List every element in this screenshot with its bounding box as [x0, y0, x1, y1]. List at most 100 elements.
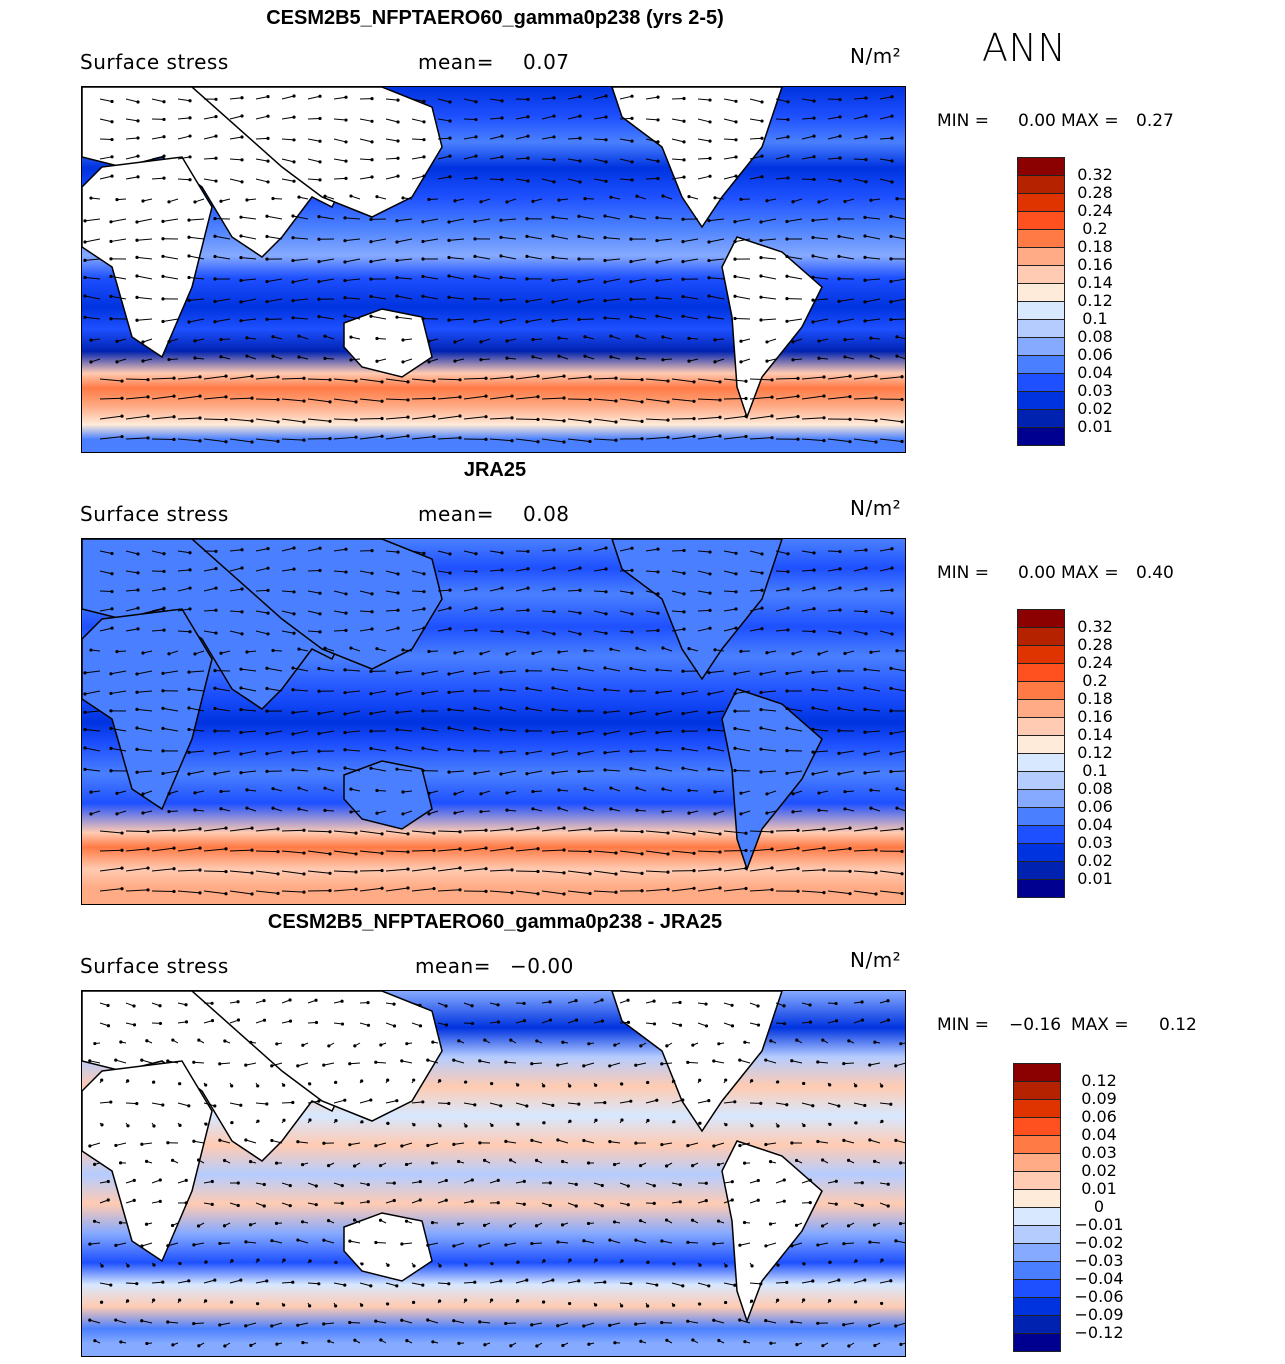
arrow-head-icon: [786, 587, 790, 591]
colorbar-tick-label: 0.24: [1077, 653, 1113, 672]
stress-vector-arrow: [552, 687, 569, 692]
arrow-head-icon: [421, 709, 425, 713]
stress-vector-arrow: [604, 667, 621, 672]
stress-vector-arrow: [526, 318, 543, 323]
arrow-head-icon: [140, 1244, 144, 1248]
arrow-head-icon: [626, 1020, 631, 1024]
arrow-head-icon: [863, 1103, 867, 1108]
arrow-head-icon: [447, 238, 451, 242]
stress-vector-arrow: [99, 867, 123, 872]
stress-vector-arrow: [411, 627, 425, 632]
arrow-head-icon: [328, 378, 332, 382]
arrow-head-icon: [499, 320, 503, 324]
arrow-head-icon: [318, 612, 322, 616]
arrow-head-icon: [297, 334, 301, 338]
stress-vector-arrow: [255, 870, 279, 875]
stress-vector-arrow: [292, 667, 309, 672]
arrow-head-icon: [458, 436, 462, 440]
stress-vector-arrow: [541, 588, 555, 592]
arrow-head-icon: [188, 155, 192, 159]
stress-vector-arrow: [656, 217, 673, 220]
continent-outline: [721, 236, 823, 420]
arrow-head-icon: [895, 787, 899, 791]
arrow-head-icon: [171, 1343, 175, 1347]
stress-vector-arrow: [635, 1239, 647, 1244]
mean-label: mean=: [415, 954, 491, 978]
stress-vector-arrow: [307, 630, 321, 633]
stress-vector-arrow: [411, 118, 425, 123]
arrow-head-icon: [224, 374, 228, 378]
arrow-head-icon: [734, 590, 738, 594]
stress-vector-arrow: [500, 688, 517, 692]
arrow-head-icon: [292, 631, 296, 635]
arrow-head-icon: [698, 1263, 702, 1267]
arrow-head-icon: [317, 280, 321, 284]
stress-vector-arrow: [359, 590, 373, 595]
arrow-head-icon: [192, 1060, 196, 1064]
arrow-head-icon: [126, 1124, 130, 1128]
stress-vector-arrow: [489, 178, 503, 181]
stress-vector-arrow: [448, 708, 465, 712]
arrow-head-icon: [707, 1284, 711, 1288]
stress-vector-arrow: [890, 667, 905, 672]
arrow-head-icon: [681, 746, 685, 751]
stress-vector-arrow: [151, 377, 175, 380]
stress-vector-arrow: [255, 418, 279, 423]
arrow-head-icon: [630, 116, 634, 120]
arrow-head-icon: [432, 396, 436, 400]
arrow-head-icon: [473, 771, 477, 775]
arrow-head-icon: [340, 999, 344, 1003]
stress-vector-arrow: [344, 767, 361, 772]
arrow-head-icon: [500, 155, 504, 159]
arrow-head-icon: [707, 1098, 711, 1103]
stress-vector-arrow: [697, 1100, 709, 1104]
min-label: MIN =: [937, 1015, 990, 1035]
arrow-head-icon: [796, 394, 800, 398]
stress-vector-arrow: [515, 587, 529, 592]
arrow-head-icon: [811, 298, 815, 302]
arrow-head-icon: [265, 234, 269, 239]
arrow-head-icon: [837, 217, 841, 221]
stress-vector-arrow: [385, 175, 399, 180]
arrow-head-icon: [604, 138, 608, 142]
arrow-head-icon: [733, 1100, 737, 1104]
arrow-head-icon: [681, 294, 685, 299]
stress-vector-arrow: [817, 1140, 829, 1144]
arrow-head-icon: [552, 566, 556, 570]
arrow-head-icon: [422, 626, 426, 630]
stress-vector-arrow: [318, 278, 335, 283]
arrow-head-icon: [890, 136, 894, 140]
arrow-head-icon: [847, 1344, 851, 1348]
stress-vector-arrow: [593, 829, 617, 832]
arrow-head-icon: [817, 339, 821, 343]
arrow-head-icon: [431, 1040, 435, 1044]
stress-vector-arrow: [723, 1101, 735, 1104]
arrow-head-icon: [136, 136, 140, 140]
arrow-head-icon: [152, 1298, 156, 1302]
arrow-head-icon: [360, 1303, 364, 1307]
stress-vector-arrow: [739, 1319, 751, 1324]
arrow-head-icon: [421, 726, 425, 731]
arrow-head-icon: [392, 1024, 397, 1028]
arrow-head-icon: [265, 214, 269, 218]
arrow-head-icon: [812, 586, 816, 590]
arrow-head-icon: [244, 1063, 248, 1067]
arrow-head-icon: [582, 1138, 586, 1143]
arrow-head-icon: [759, 238, 763, 243]
arrow-head-icon: [574, 999, 578, 1003]
arrow-head-icon: [712, 1318, 716, 1322]
arrow-head-icon: [136, 100, 140, 104]
stress-vector-arrow: [281, 1101, 293, 1104]
arrow-head-icon: [248, 1159, 253, 1164]
stress-vector-arrow: [567, 158, 581, 162]
arrow-head-icon: [302, 438, 306, 442]
arrow-head-icon: [474, 117, 478, 122]
arrow-head-icon: [474, 606, 478, 610]
arrow-head-icon: [266, 546, 270, 551]
arrow-head-icon: [250, 419, 254, 423]
arrow-head-icon: [837, 751, 841, 755]
arrow-head-icon: [288, 1183, 292, 1188]
arrow-head-icon: [161, 237, 165, 241]
map-plot: [81, 86, 906, 453]
colorbar-swatch: [1014, 1136, 1060, 1154]
